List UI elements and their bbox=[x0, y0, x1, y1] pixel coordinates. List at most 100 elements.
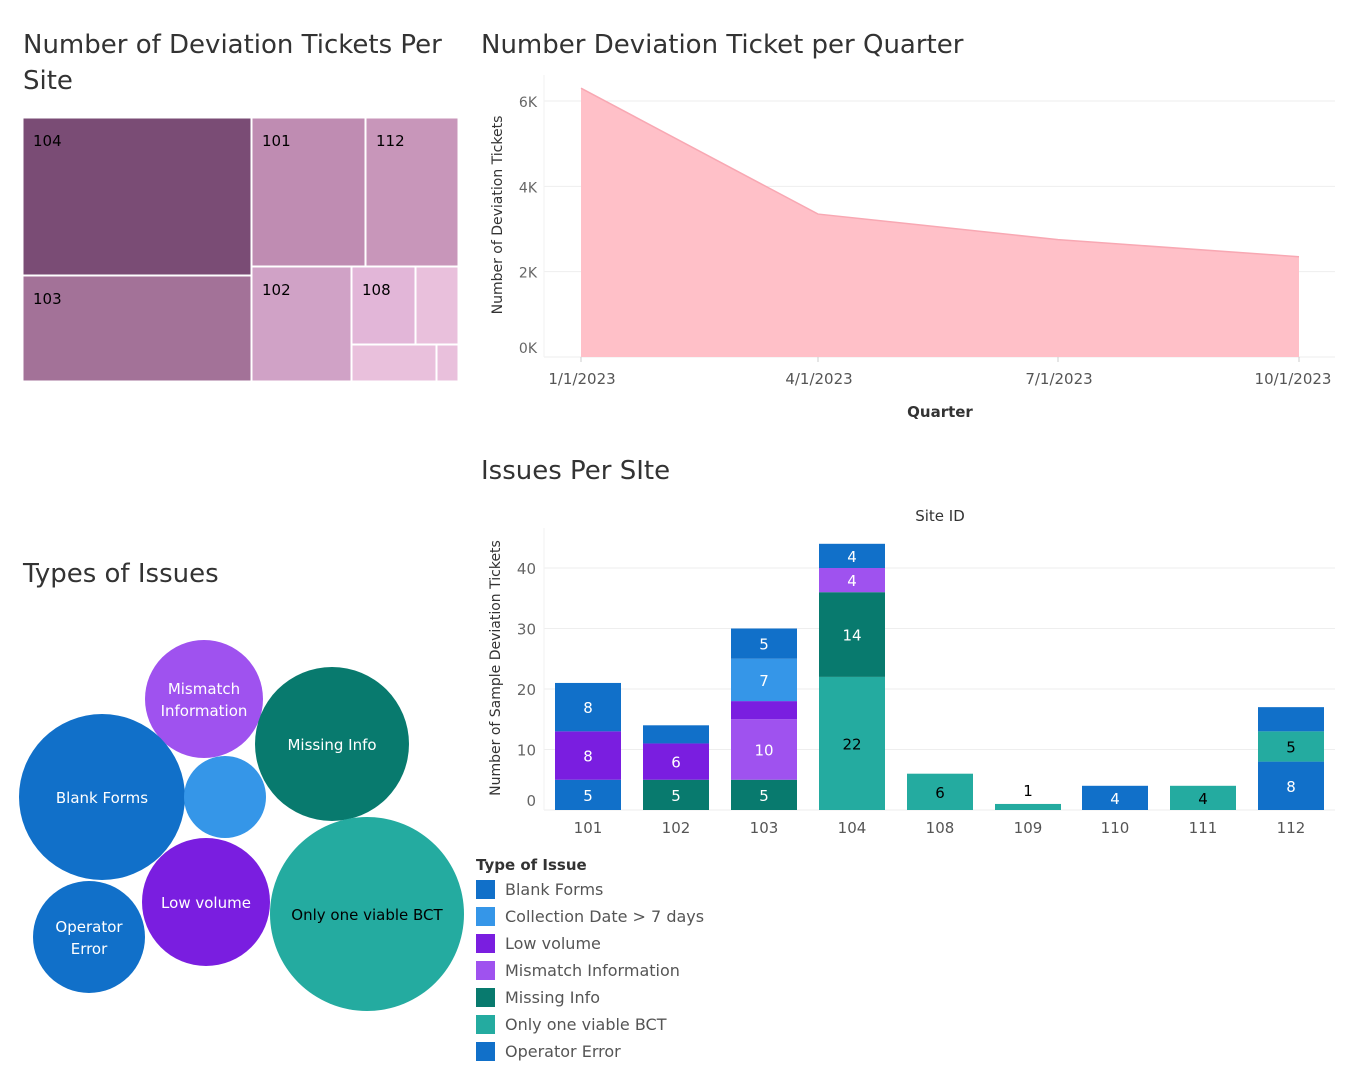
legend-item: Blank Forms bbox=[476, 876, 776, 903]
bar-data-label: 22 bbox=[842, 735, 861, 753]
area-series bbox=[581, 88, 1299, 357]
legend-label: Collection Date > 7 days bbox=[505, 906, 705, 926]
treemap-cell bbox=[351, 266, 416, 345]
treemap-label: 102 bbox=[262, 281, 291, 299]
bar-ytick-label: 10 bbox=[517, 742, 536, 760]
bar-segment bbox=[819, 592, 885, 677]
area-xtick-label: 1/1/2023 bbox=[548, 370, 615, 388]
bar-data-label: 4 bbox=[1110, 790, 1120, 808]
legend-label: Only one viable BCT bbox=[505, 1014, 667, 1034]
area-xtick-label: 4/1/2023 bbox=[785, 370, 852, 388]
bar-xtick-label: 101 bbox=[574, 819, 603, 837]
legend-swatch bbox=[476, 880, 495, 899]
bar-data-label: 10 bbox=[754, 742, 773, 760]
legend-item: Collection Date > 7 days bbox=[476, 903, 776, 930]
bubble bbox=[145, 640, 263, 758]
area-ytick-label: 0K bbox=[519, 341, 538, 357]
bar-segment bbox=[819, 568, 885, 593]
bar-segment bbox=[643, 743, 709, 780]
bar-xtick-label: 110 bbox=[1101, 819, 1130, 837]
treemap-label: 104 bbox=[33, 132, 62, 150]
legend-item: Mismatch Information bbox=[476, 957, 776, 984]
treemap-title: Number of Deviation Tickets Per Site bbox=[23, 30, 442, 96]
bar-segment bbox=[555, 731, 621, 780]
legend-label: Mismatch Information bbox=[505, 960, 680, 980]
bubble bbox=[255, 667, 409, 821]
bar-xtick-label: 108 bbox=[926, 819, 955, 837]
legend-swatch bbox=[476, 961, 495, 980]
area-chart-title: Number Deviation Ticket per Quarter bbox=[481, 30, 964, 60]
area-xtick-label: 10/1/2023 bbox=[1255, 370, 1332, 388]
bar-segment bbox=[731, 701, 797, 720]
legend-label: Blank Forms bbox=[505, 879, 604, 899]
bar-segment bbox=[819, 543, 885, 568]
bar-data-label: 5 bbox=[1286, 738, 1296, 756]
bubble-label: Mismatch bbox=[168, 680, 240, 698]
area-ytick-label: 6K bbox=[519, 95, 538, 111]
bar-data-label: 8 bbox=[1286, 778, 1296, 796]
bar-segment bbox=[1258, 731, 1324, 762]
bubble bbox=[19, 714, 185, 880]
legend-swatch bbox=[476, 934, 495, 953]
legend-item: Missing Info bbox=[476, 984, 776, 1011]
treemap-cell bbox=[351, 344, 437, 382]
bubble-label: Blank Forms bbox=[56, 789, 148, 807]
bar-chart-title: Issues Per SIte bbox=[481, 456, 671, 486]
bar-data-label: 6 bbox=[671, 754, 681, 772]
area-yaxis-label: Number of Deviation Tickets bbox=[490, 116, 506, 315]
treemap-cell bbox=[251, 266, 352, 382]
bar-data-label: 4 bbox=[847, 548, 857, 566]
bubble-label: Operator bbox=[55, 918, 123, 936]
bubble bbox=[142, 838, 270, 966]
bar-segment bbox=[555, 682, 621, 732]
legend-swatch bbox=[476, 988, 495, 1007]
bar-data-label: 5 bbox=[759, 636, 769, 654]
legend-item: Low volume bbox=[476, 930, 776, 957]
bar-data-label: 1 bbox=[1023, 782, 1033, 800]
treemap-cell bbox=[415, 266, 459, 345]
bar-segment bbox=[1258, 761, 1324, 810]
legend-item: Operator Error bbox=[476, 1038, 776, 1065]
area-ytick-label: 2K bbox=[519, 266, 538, 282]
bar-data-label: 6 bbox=[935, 784, 945, 802]
bar-ytick-label: 0 bbox=[526, 792, 536, 810]
legend-swatch bbox=[476, 907, 495, 926]
bar-xtick-label: 109 bbox=[1014, 819, 1043, 837]
area-xaxis-label: Quarter bbox=[907, 403, 973, 421]
legend-title: Type of Issue bbox=[476, 856, 587, 874]
legend-label: Operator Error bbox=[505, 1041, 621, 1061]
bubble bbox=[270, 817, 464, 1011]
treemap-cell bbox=[436, 344, 459, 382]
bar-xtick-label: 112 bbox=[1277, 819, 1306, 837]
bar-segment bbox=[555, 779, 621, 810]
bar-segment bbox=[1258, 707, 1324, 732]
bubble-label: Information bbox=[161, 702, 248, 720]
issue-type-legend: Type of Issue Blank Forms Collection Date… bbox=[476, 854, 776, 1065]
bubble-label: Missing Info bbox=[287, 736, 376, 754]
treemap-label: 103 bbox=[33, 290, 62, 308]
bar-data-label: 5 bbox=[671, 787, 681, 805]
legend-swatch bbox=[476, 1015, 495, 1034]
area-ytick-label: 4K bbox=[519, 180, 538, 196]
bubble-label: Only one viable BCT bbox=[291, 906, 443, 924]
legend-label: Missing Info bbox=[505, 987, 601, 1007]
area-line bbox=[580, 87, 1300, 258]
treemap-label: 108 bbox=[362, 281, 391, 299]
bar-data-label: 5 bbox=[583, 787, 593, 805]
bar-data-label: 8 bbox=[583, 699, 593, 717]
treemap-label: 101 bbox=[262, 132, 291, 150]
bar-yaxis-label: Number of Sample Deviation Tickets bbox=[488, 540, 504, 796]
bar-segment bbox=[731, 658, 797, 702]
bubble bbox=[33, 881, 145, 993]
bar-segment bbox=[731, 779, 797, 810]
treemap-cell bbox=[22, 117, 252, 276]
bar-xtick-label: 104 bbox=[838, 819, 867, 837]
bar-data-label: 4 bbox=[847, 572, 857, 590]
bar-segment bbox=[731, 628, 797, 659]
bar-xtick-label: 103 bbox=[750, 819, 779, 837]
bar-ytick-label: 20 bbox=[517, 681, 536, 699]
